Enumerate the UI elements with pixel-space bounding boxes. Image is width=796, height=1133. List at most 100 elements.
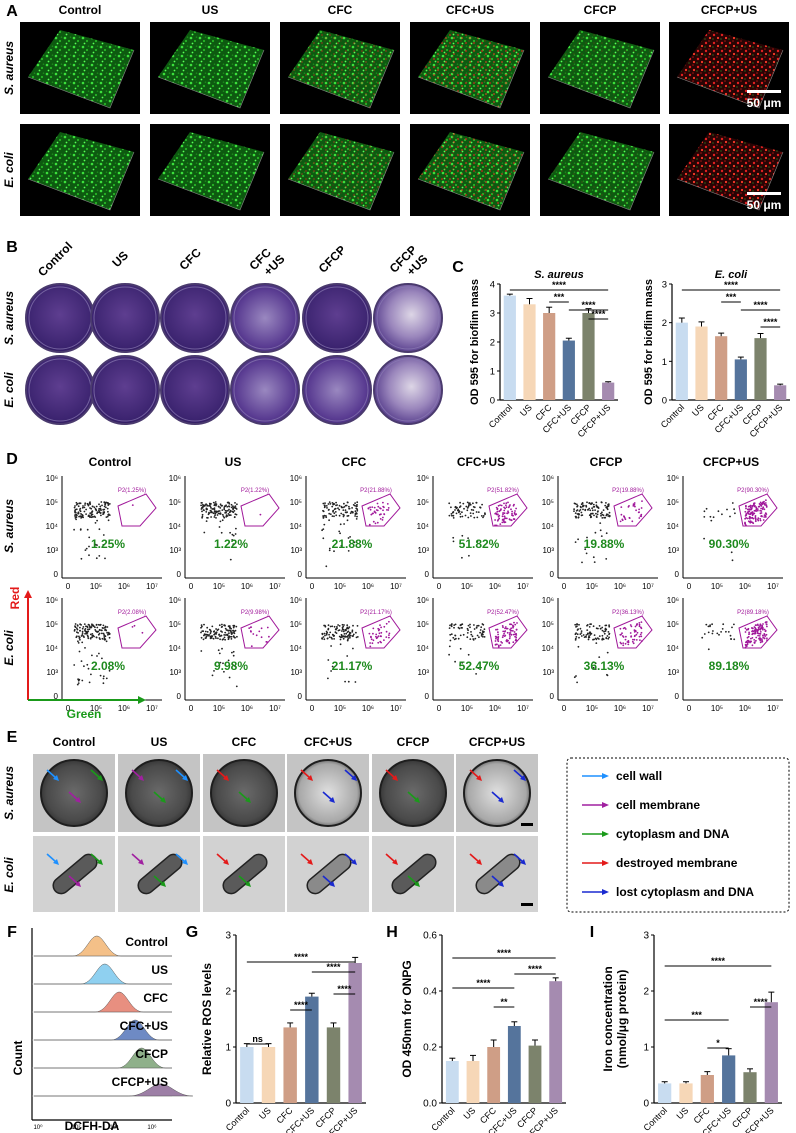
event-dot (760, 515, 762, 517)
event-dot (81, 632, 84, 634)
panel-label-d: D (6, 451, 18, 468)
x-tick-label: 10⁷ (146, 582, 158, 591)
event-dot (469, 638, 472, 640)
bar (240, 1047, 254, 1103)
event-dot (603, 516, 606, 519)
event-dot (372, 520, 375, 523)
event-dot (638, 517, 641, 519)
event-dot (765, 623, 768, 626)
event-dot (502, 626, 504, 629)
event-dot (329, 625, 332, 628)
legend-label: cell membrane (616, 798, 700, 812)
legend-arrow-head (602, 831, 609, 837)
event-dot (585, 504, 587, 507)
panel-label-e: E (7, 729, 18, 746)
event-dot (497, 644, 500, 647)
event-dot (324, 625, 327, 628)
event-dot (98, 555, 101, 557)
plate-well (302, 283, 372, 353)
annotation-arrow (216, 769, 227, 779)
event-dot (379, 518, 382, 520)
y-tick-label: 10⁶ (290, 596, 302, 605)
event-dot (481, 503, 483, 506)
event-dot (141, 631, 144, 634)
x-tick-label: 10⁶ (118, 582, 130, 591)
bacterium-cell (40, 759, 108, 827)
event-dot (77, 511, 80, 514)
event-dot (323, 514, 326, 517)
event-dot (598, 635, 601, 637)
event-dot (733, 623, 735, 626)
biofilm-surface (677, 132, 783, 210)
event-dot (88, 554, 90, 557)
event-dot (89, 507, 91, 509)
event-dot (205, 507, 208, 510)
significance-label: *** (691, 1010, 702, 1020)
y-tick-label: 10⁶ (417, 596, 429, 605)
event-dot (471, 635, 474, 638)
event-dot (215, 504, 217, 507)
gate-label: P2(1.22%) (241, 488, 269, 494)
event-dot (104, 502, 107, 505)
y-tick-label: 2 (643, 987, 649, 998)
x-tick-label: 10⁷ (390, 582, 402, 591)
event-dot (629, 632, 632, 634)
bar (695, 326, 708, 400)
event-dot (78, 502, 81, 505)
event-dot (343, 502, 345, 505)
event-dot (214, 635, 217, 638)
event-dot (355, 518, 358, 520)
event-dot (383, 625, 386, 628)
event-dot (98, 503, 100, 506)
bar (734, 359, 747, 400)
event-dot (628, 517, 631, 519)
significance-label: **** (711, 956, 726, 966)
p2-gate (738, 615, 778, 649)
event-dot (388, 634, 390, 636)
event-dot (448, 653, 450, 656)
event-dot (634, 634, 636, 637)
event-dot (462, 633, 465, 636)
red-stain-overlay (418, 132, 524, 210)
event-dot (452, 511, 455, 513)
plate-rim (233, 286, 297, 350)
event-dot (580, 506, 582, 509)
legend-label: cytoplasm and DNA (616, 827, 730, 841)
event-dot (201, 510, 203, 513)
p2-gate (117, 615, 157, 649)
chart-title: E. coli (715, 269, 748, 281)
event-dot (87, 630, 90, 633)
p2-gate (240, 615, 280, 649)
event-dot (83, 623, 86, 625)
y-axis-label: OD 450nm for ONPG (400, 960, 414, 1077)
event-dot (722, 623, 725, 626)
event-dot (751, 511, 754, 514)
event-dot (88, 628, 91, 631)
event-dot (592, 638, 594, 641)
event-dot (108, 503, 111, 505)
event-dot (621, 519, 624, 522)
event-dot (73, 506, 76, 509)
chart-title: S. aureus (534, 269, 584, 281)
event-dot (600, 535, 603, 537)
significance-label: **** (326, 962, 341, 972)
event-dot (592, 556, 595, 559)
tem-image-ec (203, 836, 285, 912)
event-dot (355, 636, 358, 639)
event-dot (202, 503, 204, 506)
event-dot (711, 632, 714, 635)
event-dot (255, 634, 258, 637)
legend-box (566, 757, 790, 913)
event-dot (78, 636, 81, 639)
event-dot (223, 634, 226, 636)
gate-label: P2(2.08%) (118, 610, 146, 616)
event-dot (591, 509, 594, 512)
tem-image-sa (203, 754, 285, 832)
event-dot (349, 632, 352, 634)
event-dot (86, 528, 89, 531)
event-dot (206, 516, 208, 519)
event-dot (356, 515, 358, 518)
event-dot (335, 514, 338, 517)
